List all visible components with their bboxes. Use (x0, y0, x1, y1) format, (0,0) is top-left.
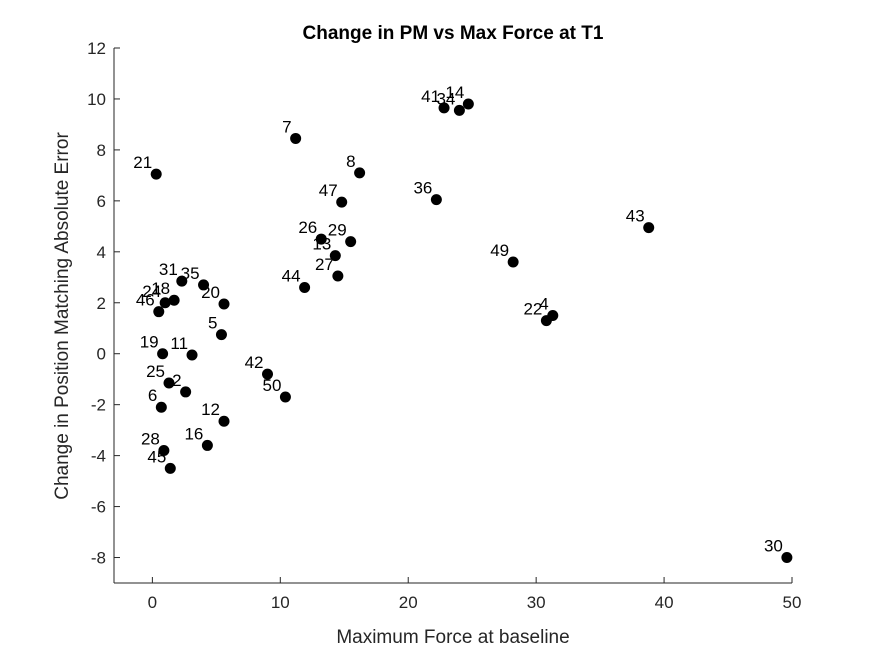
x-tick-label: 20 (399, 593, 418, 612)
data-points (150, 98, 793, 564)
data-point-label: 24 (142, 282, 161, 301)
x-tick-label: 50 (783, 593, 802, 612)
y-tick-label: 10 (87, 90, 106, 109)
data-point-label: 2 (172, 371, 181, 390)
data-point-label: 11 (170, 334, 188, 353)
data-point-label: 42 (245, 353, 264, 372)
data-point-label: 25 (146, 362, 165, 381)
y-axis-title: Change in Position Matching Absolute Err… (52, 132, 73, 500)
y-tick-label: -8 (91, 549, 106, 568)
y-tick-label: -6 (91, 498, 106, 517)
data-point (781, 552, 793, 564)
data-point (453, 104, 465, 116)
data-point (164, 462, 176, 474)
data-point-label: 49 (490, 241, 509, 260)
data-point (198, 279, 210, 291)
data-point (158, 445, 170, 457)
data-point-label: 18 (151, 279, 170, 298)
x-axis-title: Maximum Force at baseline (336, 627, 569, 648)
data-point-label: 7 (282, 117, 291, 136)
data-point-label: 41 (421, 87, 440, 106)
data-point (332, 270, 344, 282)
data-point (153, 306, 165, 318)
data-point (336, 196, 348, 208)
data-point (345, 236, 357, 248)
data-point (507, 256, 519, 268)
data-point (262, 368, 274, 380)
data-point (643, 222, 655, 234)
data-point (150, 168, 162, 180)
data-point-label: 8 (346, 152, 355, 171)
data-point-label: 43 (626, 207, 645, 226)
y-tick-label: -4 (91, 447, 106, 466)
data-point-label: 21 (133, 153, 152, 172)
data-point (201, 439, 213, 451)
data-point (290, 132, 302, 144)
data-point-label: 12 (201, 400, 220, 419)
chart-title: Change in PM vs Max Force at T1 (303, 23, 604, 44)
y-tick-label: 12 (87, 39, 106, 58)
data-point (180, 386, 192, 398)
x-tick-label: 30 (527, 593, 546, 612)
data-point (155, 401, 167, 413)
data-point (157, 348, 169, 360)
data-point-label: 28 (141, 430, 160, 449)
data-point-label: 13 (312, 235, 331, 254)
data-point (462, 98, 474, 110)
y-tick-label: 0 (97, 345, 106, 364)
y-tick-label: 4 (97, 243, 106, 262)
data-point-label: 14 (445, 83, 464, 102)
data-point (430, 194, 442, 206)
data-point-label: 27 (315, 255, 334, 274)
data-point-label: 22 (523, 300, 542, 319)
data-point-label: 35 (181, 264, 200, 283)
data-point-label: 31 (159, 260, 178, 279)
data-point-label: 4 (539, 295, 548, 314)
data-point (315, 233, 327, 245)
data-point (168, 294, 180, 306)
data-point (438, 102, 450, 114)
data-point (159, 297, 171, 309)
y-tick-label: 2 (97, 294, 106, 313)
data-point-label: 20 (201, 283, 220, 302)
y-tick-label: 6 (97, 192, 106, 211)
data-point-label: 45 (147, 447, 166, 466)
data-point-label: 36 (413, 179, 432, 198)
data-point-label: 34 (436, 89, 455, 108)
data-point-label: 29 (328, 221, 347, 240)
data-point-label: 6 (148, 386, 157, 405)
data-point (354, 167, 366, 179)
data-point (176, 275, 188, 287)
data-point-label: 46 (136, 291, 155, 310)
data-point (218, 415, 230, 427)
data-point (215, 329, 227, 341)
data-point-label: 44 (282, 266, 301, 285)
x-tick-label: 10 (271, 593, 290, 612)
data-point-label: 16 (184, 424, 203, 443)
data-point-label: 19 (140, 333, 159, 352)
data-point (329, 250, 341, 262)
y-tick-label: 8 (97, 141, 106, 160)
y-tick-label: -2 (91, 396, 106, 415)
data-point (547, 310, 559, 321)
data-point-label: 30 (764, 537, 783, 556)
data-point-label: 47 (319, 181, 338, 200)
data-point (279, 391, 291, 403)
data-point-label: 5 (208, 314, 217, 333)
data-point (299, 281, 311, 293)
data-point-label: 50 (262, 376, 281, 395)
x-tick-label: 0 (148, 593, 157, 612)
x-tick-label: 40 (655, 593, 674, 612)
data-point-label: 26 (298, 218, 317, 237)
data-point (186, 349, 198, 361)
data-point (163, 377, 175, 389)
data-point (218, 298, 230, 310)
